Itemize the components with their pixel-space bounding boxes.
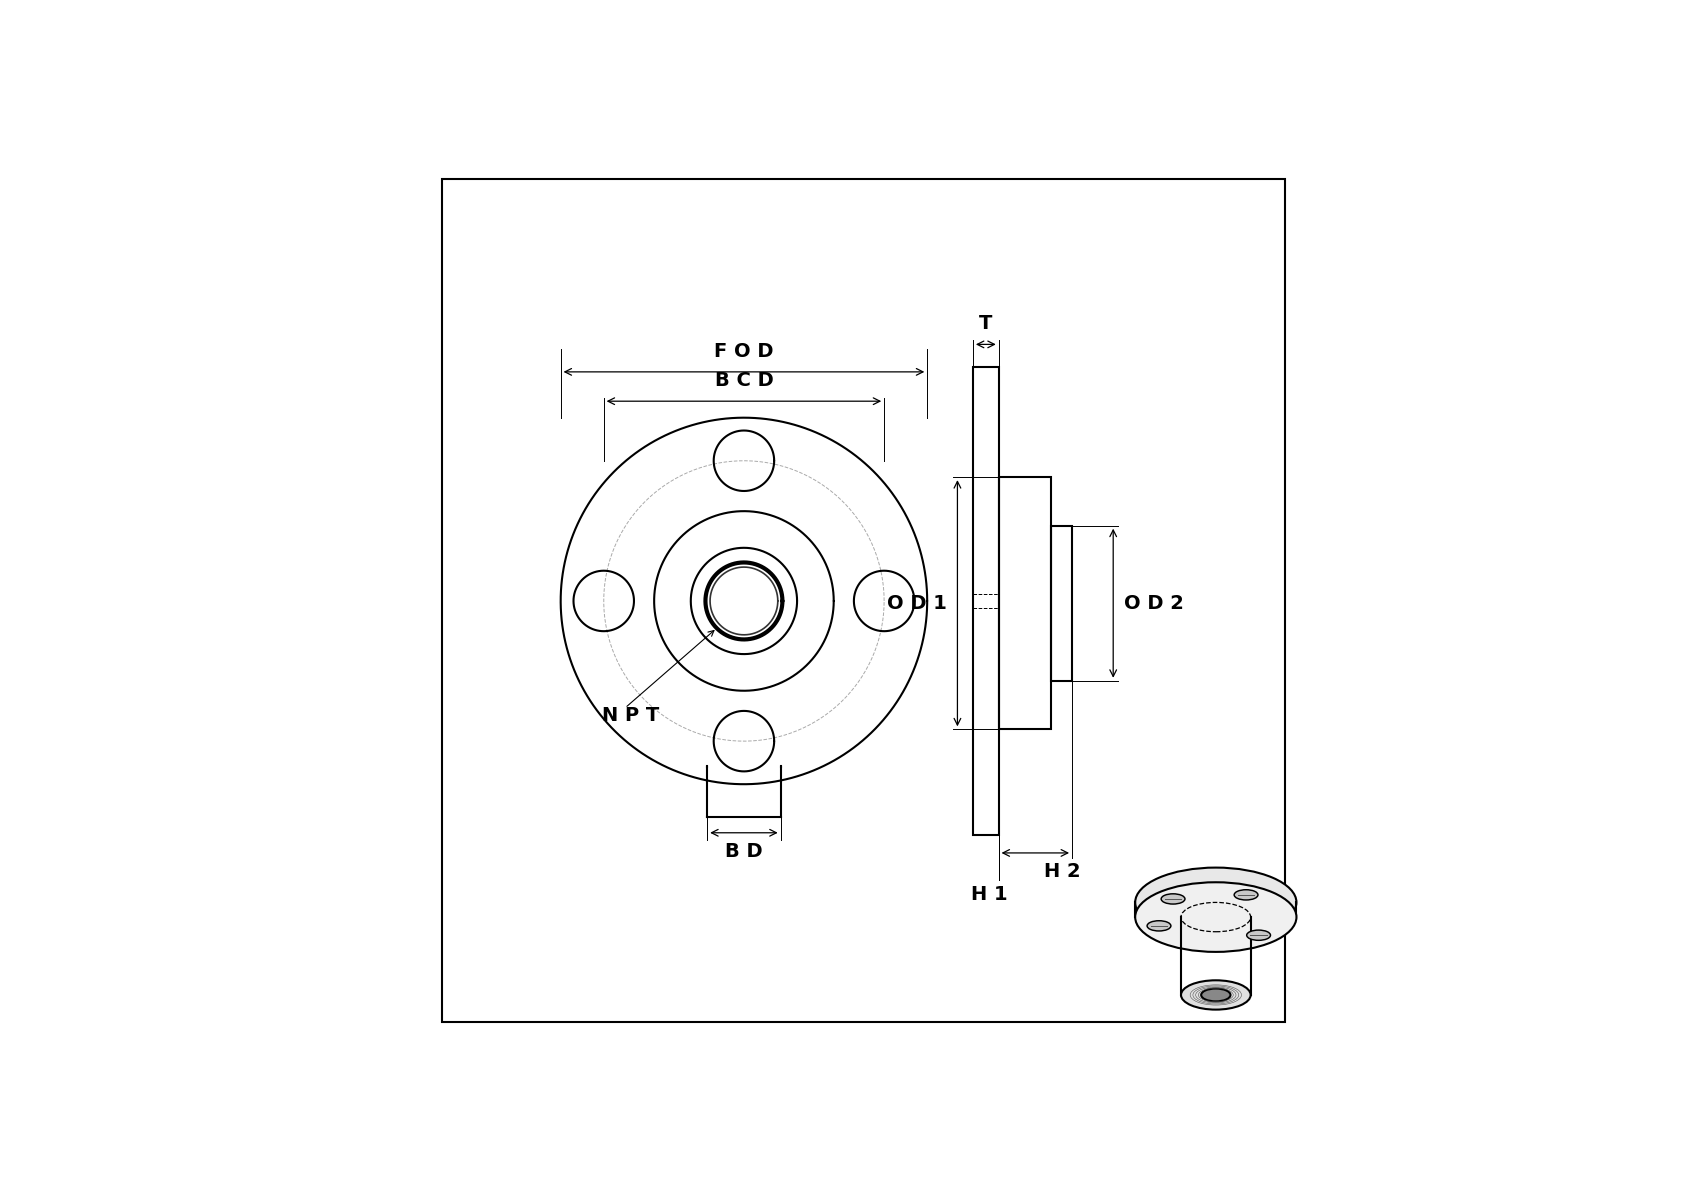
Text: B C D: B C D	[714, 371, 773, 390]
Bar	[999, 477, 1051, 729]
Text: H 1: H 1	[972, 885, 1007, 904]
Text: T: T	[978, 314, 992, 333]
Ellipse shape	[1234, 890, 1258, 900]
Text: O D 2: O D 2	[1125, 594, 1184, 613]
Text: N P T: N P T	[601, 706, 658, 725]
Ellipse shape	[1162, 894, 1186, 904]
Text: H 2: H 2	[1044, 862, 1081, 881]
Ellipse shape	[1135, 868, 1297, 938]
Ellipse shape	[1135, 882, 1297, 952]
Bar	[1051, 526, 1073, 681]
Ellipse shape	[1201, 989, 1231, 1001]
Text: O D 1: O D 1	[886, 594, 946, 613]
Text: F O D: F O D	[714, 342, 773, 361]
Text: B D: B D	[726, 843, 763, 860]
Ellipse shape	[1180, 981, 1251, 1009]
Ellipse shape	[1246, 931, 1270, 940]
Ellipse shape	[1147, 921, 1170, 931]
Bar	[973, 368, 999, 834]
